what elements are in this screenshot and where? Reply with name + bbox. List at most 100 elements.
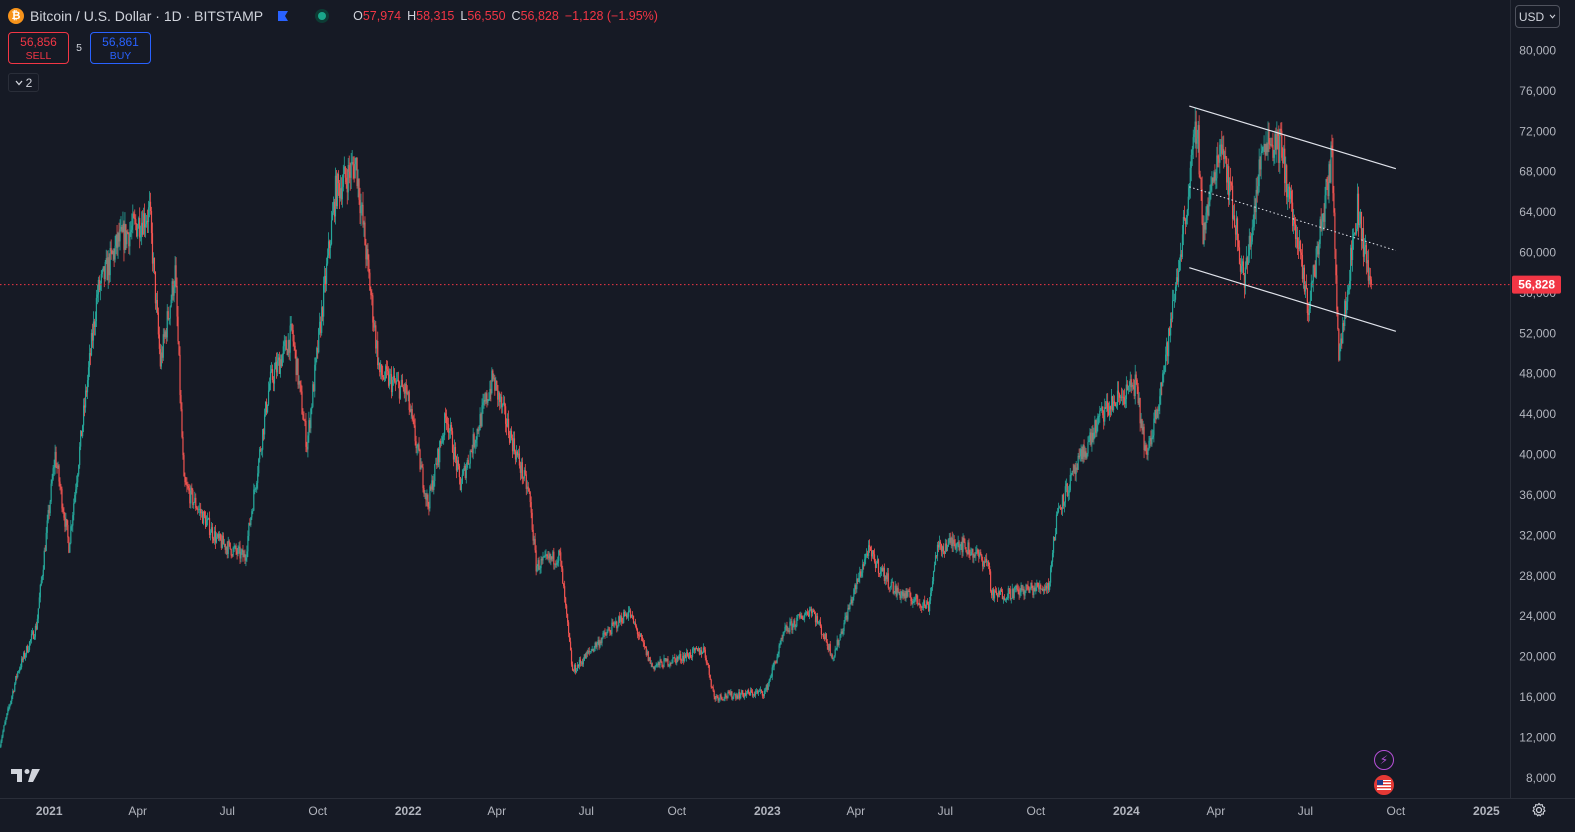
- candle: [633, 621, 636, 625]
- candle: [1168, 327, 1170, 364]
- candle: [817, 620, 820, 625]
- candle: [520, 458, 522, 480]
- candle: [382, 365, 384, 382]
- sell-button[interactable]: 56,856 SELL: [8, 32, 69, 64]
- gear-icon[interactable]: [1531, 802, 1547, 818]
- candle: [996, 593, 999, 602]
- candle: [1042, 585, 1044, 592]
- time-tick-label: Jul: [938, 804, 953, 818]
- candle: [580, 660, 582, 667]
- candle: [290, 316, 292, 332]
- candle: [1257, 174, 1259, 196]
- candle: [1310, 274, 1312, 302]
- candle: [1269, 138, 1271, 150]
- candle: [225, 546, 227, 555]
- candle: [120, 216, 122, 232]
- tradingview-logo[interactable]: [11, 767, 41, 783]
- candle: [164, 329, 166, 339]
- candle: [5, 716, 7, 725]
- candle: [771, 664, 773, 681]
- candle: [505, 403, 507, 433]
- candle: [1137, 382, 1139, 406]
- price-axis: 8,000 12,000 16,000 20,000 24,000 28,000 32,00…: [1519, 3, 1556, 785]
- candle: [278, 351, 280, 374]
- candle: [964, 538, 966, 550]
- candle: [946, 544, 948, 552]
- candle: [954, 539, 956, 551]
- candle: [149, 192, 152, 215]
- price-tick-label: 64,000: [1519, 205, 1556, 219]
- candle: [1081, 446, 1083, 462]
- candle: [786, 621, 788, 634]
- candle: [141, 211, 143, 246]
- candle: [892, 581, 894, 595]
- candle: [855, 583, 857, 595]
- candle: [1152, 429, 1154, 440]
- candle: [235, 543, 237, 555]
- candle: [53, 459, 55, 477]
- candle: [351, 150, 353, 165]
- candle: [51, 473, 53, 487]
- channel-midline[interactable]: [1189, 186, 1397, 251]
- candle: [1333, 185, 1335, 217]
- candle: [1305, 274, 1307, 290]
- flag-icon[interactable]: [277, 10, 289, 22]
- candle: [467, 454, 469, 465]
- candle: [1272, 132, 1274, 162]
- candle: [1244, 261, 1246, 295]
- candle: [636, 627, 639, 639]
- candle: [601, 637, 603, 647]
- candle: [760, 689, 762, 694]
- symbol-title[interactable]: Bitcoin / U.S. Dollar · 1D · BITSTAMP: [30, 8, 264, 24]
- time-tick-label: Jul: [220, 804, 235, 818]
- candle: [662, 664, 664, 670]
- candle: [761, 690, 763, 699]
- candle: [1067, 486, 1069, 502]
- candle: [1078, 448, 1080, 460]
- candle: [966, 549, 968, 557]
- candle: [849, 602, 851, 612]
- candle: [687, 653, 690, 659]
- candle: [313, 382, 315, 392]
- candle: [1106, 393, 1108, 412]
- candle: [507, 410, 510, 439]
- bolt-icon[interactable]: ⚡: [1374, 750, 1394, 770]
- candle: [452, 444, 455, 467]
- candle: [411, 402, 413, 422]
- candle: [1134, 364, 1136, 405]
- candle: [405, 379, 407, 402]
- candle: [995, 587, 998, 596]
- candle: [632, 615, 635, 624]
- candle: [983, 561, 985, 570]
- channel-line[interactable]: [1189, 105, 1397, 170]
- candle: [470, 449, 472, 452]
- currency-select[interactable]: USD: [1515, 5, 1560, 28]
- candle: [739, 689, 741, 701]
- buy-button[interactable]: 56,861 BUY: [90, 32, 151, 64]
- candle: [318, 327, 320, 354]
- candle: [623, 609, 625, 624]
- candle: [1226, 156, 1228, 191]
- candle: [1030, 582, 1032, 590]
- candle: [1182, 209, 1185, 246]
- candle: [394, 378, 397, 392]
- candle: [27, 645, 30, 654]
- channel-line[interactable]: [1189, 267, 1397, 332]
- candle: [245, 554, 247, 567]
- candle: [656, 663, 658, 668]
- candle: [157, 307, 159, 339]
- us-flag-icon[interactable]: [1374, 775, 1394, 795]
- candle: [303, 411, 305, 422]
- candle: [266, 404, 269, 414]
- candle: [260, 446, 262, 452]
- candle: [262, 428, 264, 458]
- candle: [1178, 257, 1181, 273]
- candle: [827, 643, 829, 653]
- candle: [634, 618, 637, 628]
- candle: [1307, 302, 1309, 323]
- candle: [200, 503, 202, 521]
- indicators-collapse-button[interactable]: 2: [8, 73, 39, 92]
- candle: [1174, 282, 1177, 303]
- candle: [205, 515, 208, 527]
